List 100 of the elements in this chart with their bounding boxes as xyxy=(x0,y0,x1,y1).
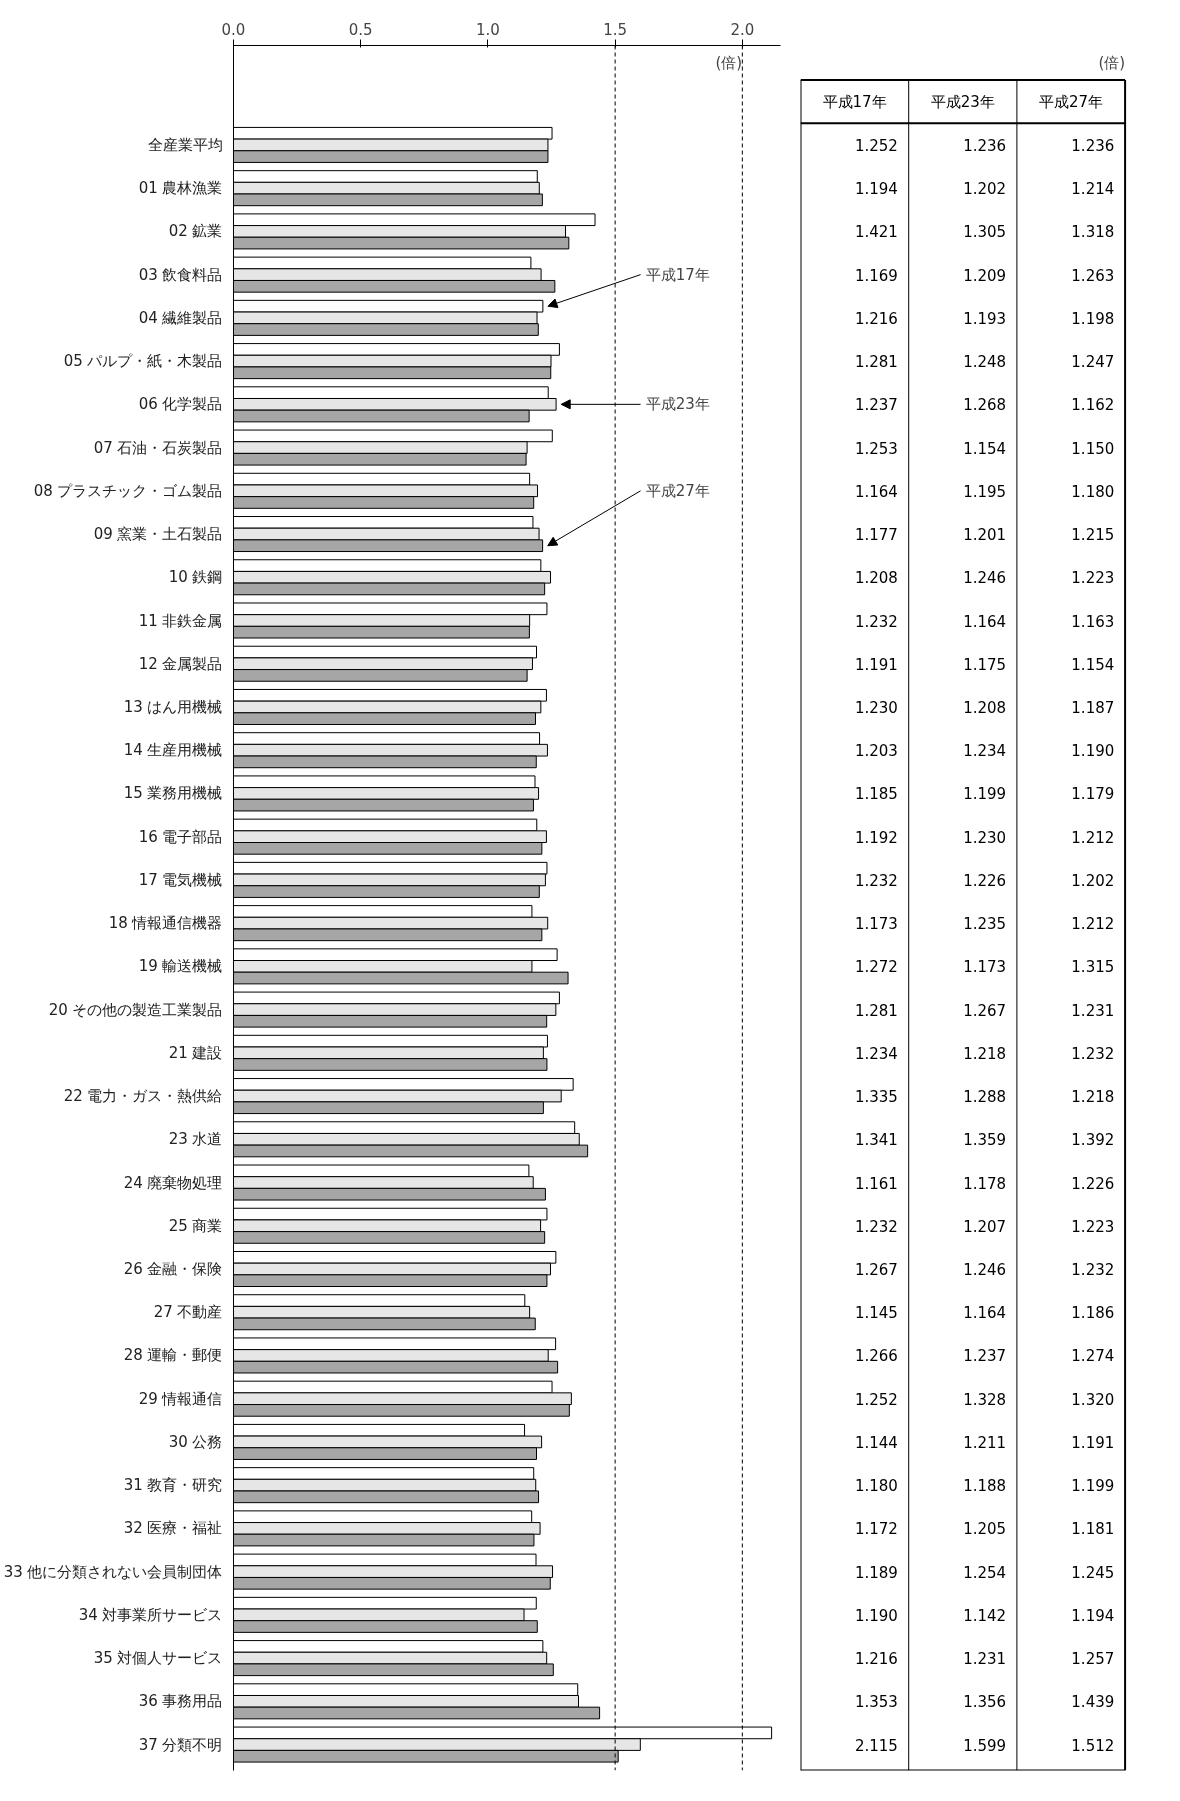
x-tick-label: 0.0 xyxy=(221,20,246,39)
text: 1.187 xyxy=(1071,698,1115,717)
text: 1.232 xyxy=(1071,1044,1115,1063)
text: 2.115 xyxy=(854,1736,898,1755)
text: 1.335 xyxy=(854,1088,898,1107)
text: 1.208 xyxy=(963,698,1007,717)
text: 1.359 xyxy=(963,1131,1007,1150)
text: 1.281 xyxy=(854,1001,898,1020)
text: 1.211 xyxy=(963,1433,1007,1452)
text: 1.181 xyxy=(1071,1520,1115,1539)
text: 1.193 xyxy=(963,309,1007,328)
text: 1.318 xyxy=(1071,223,1115,242)
y-tick-label: 05 パルプ・紙・木製品 xyxy=(63,352,223,371)
text: 1.226 xyxy=(963,871,1007,890)
text: 1.202 xyxy=(963,180,1007,199)
text: 1.235 xyxy=(963,915,1007,934)
text: 1.188 xyxy=(963,1477,1007,1496)
text: 1.246 xyxy=(963,569,1007,588)
text: 1.163 xyxy=(1071,612,1115,631)
y-tick-label: 35 対個人サービス xyxy=(93,1649,223,1668)
text: 1.232 xyxy=(854,612,898,631)
text: 1.266 xyxy=(854,1347,898,1366)
text: 1.212 xyxy=(1071,828,1115,847)
category-label: 平成17年 xyxy=(822,92,887,111)
text: 1.205 xyxy=(963,1520,1007,1539)
y-tick-label: 30 公務 xyxy=(168,1432,223,1451)
text: 1.212 xyxy=(1071,915,1115,934)
text: 1.199 xyxy=(963,785,1007,804)
text: 1.232 xyxy=(1071,1261,1115,1279)
text: 1.272 xyxy=(854,958,898,977)
text: 1.177 xyxy=(854,526,898,545)
y-tick-label: 11 非鉄金属 xyxy=(138,611,223,630)
text: 1.180 xyxy=(854,1477,898,1496)
text: 1.599 xyxy=(963,1736,1007,1755)
text: 1.512 xyxy=(1071,1736,1115,1755)
y-tick-label: 15 業務用機械 xyxy=(123,784,223,803)
text: 平成23年 xyxy=(645,395,710,414)
text: 1.154 xyxy=(1071,655,1115,674)
text: 1.185 xyxy=(854,785,898,804)
text: 1.150 xyxy=(1071,439,1115,458)
text: 1.209 xyxy=(963,266,1007,285)
text: 1.248 xyxy=(963,353,1007,372)
text: 1.247 xyxy=(1071,353,1115,372)
y-tick-label: 03 飲食料品 xyxy=(138,265,223,284)
text: 1.226 xyxy=(1071,1174,1115,1193)
text: 1.236 xyxy=(1071,136,1115,155)
text: 1.145 xyxy=(854,1304,898,1323)
text: 1.208 xyxy=(854,569,898,588)
y-tick-label: 27 不動産 xyxy=(153,1303,223,1322)
text: 1.234 xyxy=(854,1044,898,1063)
y-tick-label: 28 運輸・郵便 xyxy=(123,1346,223,1365)
text: 1.236 xyxy=(963,136,1007,155)
text: 1.245 xyxy=(1071,1563,1115,1582)
y-tick-label: 09 窯業・土石製品 xyxy=(93,525,223,544)
text: 1.161 xyxy=(854,1174,898,1193)
y-tick-label: 18 情報通信機器 xyxy=(108,914,223,933)
text: 1.252 xyxy=(854,136,898,155)
text: 1.175 xyxy=(963,655,1007,674)
text: 1.320 xyxy=(1071,1390,1115,1409)
y-tick-label: 20 その他の製造工業製品 xyxy=(48,1000,223,1019)
y-tick-label: 全産業平均 xyxy=(147,135,223,154)
y-tick-label: 08 プラスチック・ゴム製品 xyxy=(33,481,223,500)
text: 1.218 xyxy=(1071,1088,1115,1107)
text: 1.190 xyxy=(854,1606,898,1625)
y-tick-label: 23 水道 xyxy=(168,1130,223,1149)
text: 1.356 xyxy=(963,1693,1007,1712)
y-tick-label: 21 建設 xyxy=(168,1043,223,1062)
text: 1.268 xyxy=(963,396,1007,415)
text: 1.237 xyxy=(963,1347,1007,1366)
category-label: 平成27年 xyxy=(1038,92,1104,111)
text: 1.341 xyxy=(854,1131,898,1150)
text: 1.186 xyxy=(1071,1304,1115,1323)
text: 1.231 xyxy=(963,1650,1007,1669)
text: 1.191 xyxy=(1071,1433,1115,1452)
text: 1.207 xyxy=(963,1217,1007,1236)
text: 1.421 xyxy=(854,223,898,242)
text: 1.274 xyxy=(1071,1347,1115,1366)
text: 1.305 xyxy=(963,223,1007,242)
y-tick-label: 22 電力・ガス・熱供給 xyxy=(63,1087,223,1106)
text: 1.216 xyxy=(854,309,898,328)
text: 1.179 xyxy=(1071,785,1115,804)
text: 1.191 xyxy=(854,655,898,674)
y-tick-label: 19 輸送機械 xyxy=(138,957,223,976)
text: 1.154 xyxy=(963,439,1007,458)
text: 1.353 xyxy=(854,1693,898,1712)
x-tick-label: 1.0 xyxy=(475,20,500,39)
y-tick-label: 06 化学製品 xyxy=(138,395,223,414)
y-tick-label: 13 はん用機械 xyxy=(123,697,223,716)
y-tick-label: 34 対事業所サービス xyxy=(78,1605,223,1624)
y-tick-label: 01 農林漁業 xyxy=(138,179,223,198)
text: 1.214 xyxy=(1071,180,1115,199)
y-tick-label: 10 鉄鋼 xyxy=(168,568,223,587)
text: 1.246 xyxy=(963,1261,1007,1279)
text: 1.230 xyxy=(854,698,898,717)
text: 1.439 xyxy=(1071,1693,1115,1712)
text: 1.223 xyxy=(1071,569,1115,588)
text: 1.253 xyxy=(854,439,898,458)
y-tick-label: 26 金融・保険 xyxy=(123,1260,223,1278)
text: (倍) xyxy=(715,53,743,72)
y-tick-label: 37 分類不明 xyxy=(138,1735,223,1754)
